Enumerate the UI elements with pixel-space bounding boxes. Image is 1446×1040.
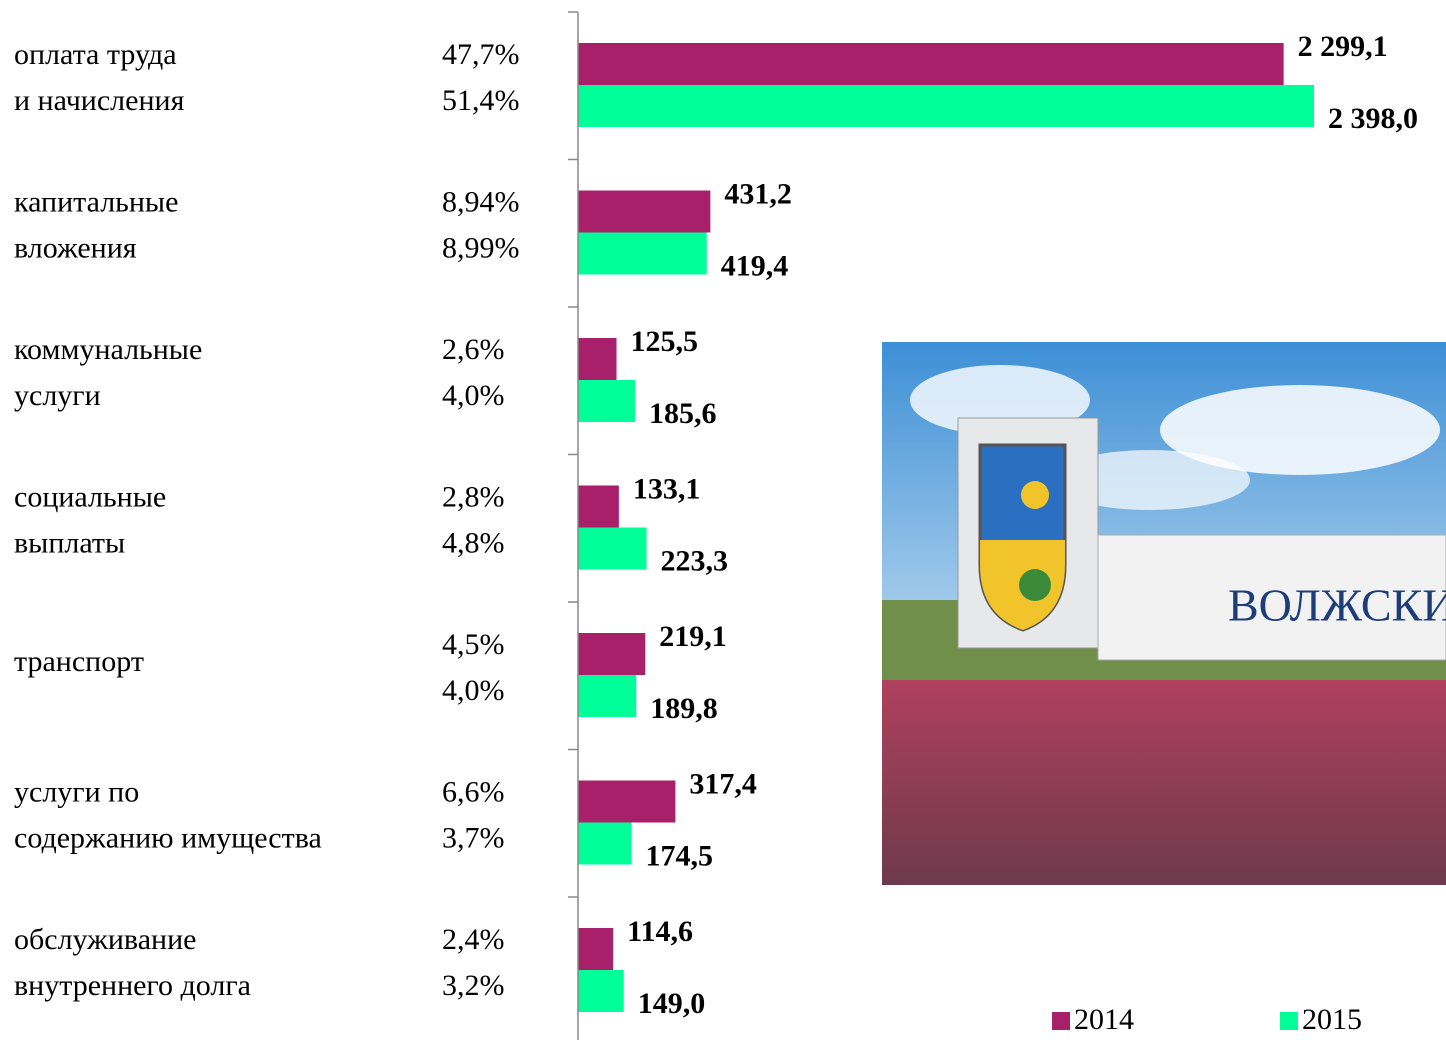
value-label: 114,6	[627, 915, 693, 948]
value-label: 2 299,1	[1298, 30, 1388, 63]
share-label: 2,8%	[442, 480, 505, 513]
value-label: 149,0	[638, 987, 706, 1020]
share-label: 47,7%	[442, 38, 520, 71]
category-label: обслуживание	[14, 923, 196, 956]
category-label: услуги по	[14, 775, 139, 808]
share-label: 2,6%	[442, 333, 505, 366]
bar	[578, 85, 1314, 127]
category-label: выплаты	[14, 526, 125, 559]
value-label: 189,8	[650, 692, 718, 725]
bar	[578, 232, 707, 275]
value-label: 185,6	[649, 397, 717, 430]
category-label: услуги	[14, 379, 101, 412]
category-label: транспорт	[14, 645, 144, 678]
bar	[578, 380, 635, 422]
category-label: вложения	[14, 231, 137, 264]
legend-label: 2014	[1074, 1003, 1134, 1036]
bar	[578, 970, 624, 1012]
category-label: капитальные	[14, 185, 178, 218]
share-label: 4,8%	[442, 526, 505, 559]
value-label: 2 398,0	[1328, 102, 1418, 135]
share-label: 51,4%	[442, 84, 520, 117]
bar	[578, 43, 1284, 85]
value-label: 219,1	[659, 620, 727, 653]
bar	[578, 675, 637, 717]
value-label: 133,1	[633, 472, 701, 505]
share-label: 2,4%	[442, 923, 505, 956]
bar	[578, 527, 647, 570]
category-label: социальные	[14, 480, 166, 513]
share-label: 3,2%	[442, 969, 505, 1002]
share-label: 4,5%	[442, 628, 505, 661]
share-label: 6,6%	[442, 775, 505, 808]
photo: ВОЛЖСКИЙ -	[882, 342, 1446, 885]
bar	[578, 780, 676, 823]
legend-swatch	[1052, 1012, 1070, 1030]
legend-label: 2015	[1302, 1003, 1362, 1036]
bar	[578, 338, 617, 380]
value-label: 431,2	[724, 177, 792, 210]
legend-swatch	[1280, 1012, 1298, 1030]
photo-sign: ВОЛЖСКИЙ -	[1228, 580, 1446, 631]
value-label: 125,5	[631, 325, 699, 358]
bar	[578, 633, 646, 675]
share-label: 4,0%	[442, 674, 505, 707]
category-label: и начисления	[14, 84, 185, 117]
share-label: 8,94%	[442, 185, 520, 218]
category-label: коммунальные	[14, 333, 202, 366]
category-label: внутреннего долга	[14, 969, 251, 1002]
category-label: оплата труда	[14, 38, 177, 71]
bar	[578, 822, 632, 865]
share-label: 8,99%	[442, 231, 520, 264]
value-label: 174,5	[646, 839, 714, 872]
share-label: 3,7%	[442, 821, 505, 854]
bar	[578, 190, 711, 233]
bar	[578, 485, 619, 528]
value-label: 223,3	[661, 544, 729, 577]
share-label: 4,0%	[442, 379, 505, 412]
bar	[578, 928, 614, 970]
category-label: содержанию имущества	[14, 821, 322, 854]
value-label: 317,4	[689, 767, 757, 800]
value-label: 419,4	[721, 249, 789, 282]
